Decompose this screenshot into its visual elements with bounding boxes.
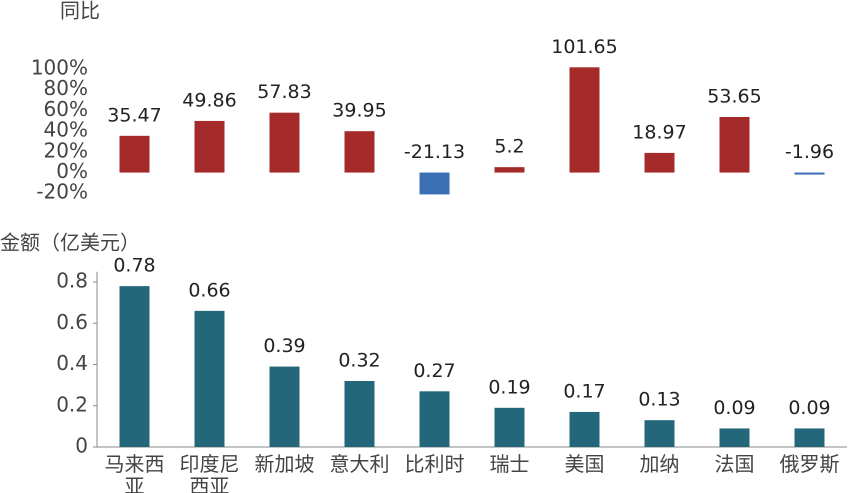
bar bbox=[269, 366, 300, 447]
bar bbox=[569, 411, 600, 447]
data-label: 0.13 bbox=[638, 389, 680, 411]
bar bbox=[119, 135, 150, 173]
data-label: -1.96 bbox=[785, 141, 834, 163]
x-tick-label: 比利时 bbox=[405, 452, 465, 476]
bar bbox=[344, 381, 375, 447]
data-label: 0.19 bbox=[488, 376, 530, 398]
bar bbox=[419, 172, 450, 195]
y-axis-title: 金额（亿美元） bbox=[0, 231, 140, 255]
x-tick-label: 新加坡 bbox=[255, 452, 315, 476]
y-tick-label: 0% bbox=[56, 159, 88, 183]
data-label: 0.09 bbox=[713, 397, 755, 419]
bar bbox=[569, 67, 600, 173]
y-tick-label: 60% bbox=[44, 97, 88, 121]
x-tick-label: 法国 bbox=[715, 452, 755, 476]
bar bbox=[269, 112, 300, 173]
bar bbox=[419, 391, 450, 447]
y-tick-label: 40% bbox=[44, 118, 88, 142]
x-tick-label: 印度尼西亚 bbox=[180, 452, 240, 493]
bar bbox=[644, 420, 675, 447]
y-tick-label: -20% bbox=[36, 180, 88, 204]
data-label: 0.78 bbox=[113, 255, 155, 277]
data-label: 35.47 bbox=[107, 104, 161, 126]
data-label: 39.95 bbox=[332, 100, 386, 122]
bar bbox=[494, 407, 525, 447]
bar bbox=[494, 167, 525, 173]
bar bbox=[719, 428, 750, 447]
bar bbox=[644, 152, 675, 173]
bar bbox=[194, 310, 225, 447]
data-label: 0.32 bbox=[338, 350, 380, 372]
data-label: 101.65 bbox=[551, 36, 617, 58]
data-label: 18.97 bbox=[632, 121, 686, 143]
x-tick-label: 加纳 bbox=[640, 452, 680, 476]
data-label: 53.65 bbox=[707, 86, 761, 108]
data-label: 0.09 bbox=[788, 397, 830, 419]
x-tick-label: 意大利 bbox=[330, 452, 390, 476]
data-label: 0.17 bbox=[563, 380, 605, 402]
x-tick-label: 马来西亚 bbox=[105, 452, 165, 493]
data-label: -21.13 bbox=[404, 141, 465, 163]
y-axis-title: 同比 bbox=[60, 0, 100, 23]
bar bbox=[194, 120, 225, 173]
y-tick-label: 0.2 bbox=[56, 392, 88, 416]
data-label: 57.83 bbox=[257, 81, 311, 103]
y-tick-label: 80% bbox=[44, 76, 88, 100]
bar bbox=[119, 286, 150, 447]
x-tick-label: 瑞士 bbox=[490, 452, 530, 476]
bar bbox=[719, 117, 750, 173]
y-tick-label: 0.6 bbox=[56, 310, 88, 334]
bar bbox=[344, 131, 375, 173]
data-label: 0.66 bbox=[188, 279, 230, 301]
y-tick-label: 0 bbox=[75, 434, 88, 458]
x-tick-label: 俄罗斯 bbox=[780, 452, 840, 476]
data-label: 0.39 bbox=[263, 335, 305, 357]
y-tick-label: 0.4 bbox=[56, 351, 88, 375]
x-tick-label: 美国 bbox=[565, 452, 605, 476]
data-label: 5.2 bbox=[494, 136, 524, 158]
y-tick-label: 20% bbox=[44, 138, 88, 162]
data-label: 0.27 bbox=[413, 360, 455, 382]
bar bbox=[794, 172, 825, 175]
y-tick-label: 0.8 bbox=[56, 269, 88, 293]
bar bbox=[794, 428, 825, 447]
data-label: 49.86 bbox=[182, 89, 236, 111]
y-tick-label: 100% bbox=[31, 56, 88, 80]
